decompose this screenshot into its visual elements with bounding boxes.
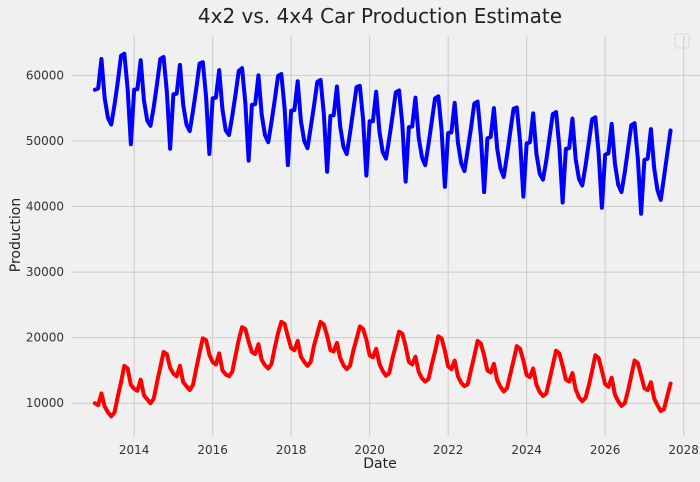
series-line-0 [92,51,673,216]
x-tick-label: 2022 [433,443,464,457]
series-lines [92,51,673,419]
x-tick-label: 2020 [354,443,385,457]
series-line-1 [92,319,673,419]
y-tick-label: 10000 [26,396,64,410]
x-tick-label: 2016 [197,443,228,457]
x-tick-label: 2014 [119,443,150,457]
chart-title: 4x2 vs. 4x4 Car Production Estimate [198,4,562,28]
legend [674,33,690,49]
y-tick-label: 40000 [26,199,64,213]
tick-labels: 2014 2016 2018 2020 2022 2024 2026 2028 10000 200… [26,68,699,457]
y-tick-label: 60000 [26,68,64,82]
x-tick-label: 2024 [511,443,542,457]
y-tick-label: 50000 [26,134,64,148]
y-axis-label: Production [8,198,24,272]
y-tick-label: 20000 [26,331,64,345]
grid-lines [72,36,700,436]
legend-box [674,33,690,49]
y-tick-label: 30000 [26,265,64,279]
plot-area [72,36,700,436]
x-tick-label: 2018 [276,443,307,457]
x-tick-label: 2026 [590,443,621,457]
x-tick-label: 2028 [668,443,699,457]
x-axis-label: Date [363,456,396,472]
